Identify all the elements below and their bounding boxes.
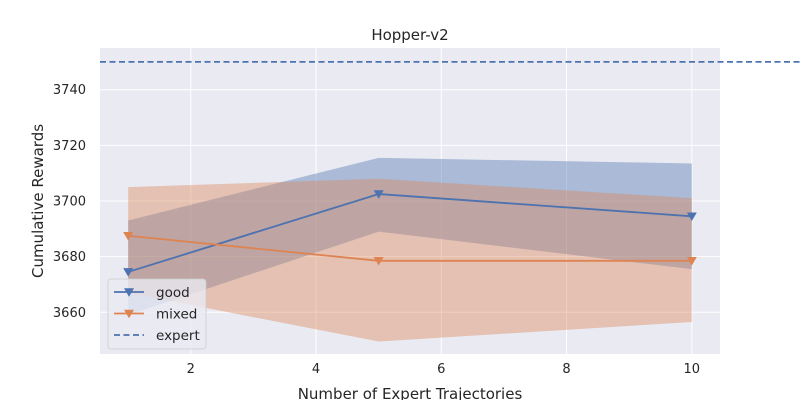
grid <box>100 48 720 354</box>
y-tick-label: 3680 <box>53 250 86 265</box>
x-tick-label: 2 <box>187 362 195 377</box>
series-lines <box>123 190 697 277</box>
x-axis-label: Number of Expert Trajectories <box>298 385 523 400</box>
x-tick-label: 10 <box>684 362 701 377</box>
y-tick-label: 3740 <box>53 83 86 98</box>
marker-mixed <box>123 232 134 241</box>
y-tick-label: 3720 <box>53 139 86 154</box>
x-tick-label: 6 <box>437 362 445 377</box>
y-tick-label: 3660 <box>53 306 86 321</box>
legend-marker-mixed <box>124 309 134 319</box>
legend-marker-good <box>124 288 134 297</box>
legend-box <box>107 278 207 350</box>
marker-good <box>373 190 384 199</box>
y-tick-label: 3700 <box>53 195 86 210</box>
x-tick-label: 4 <box>312 362 320 377</box>
marker-good <box>686 212 697 222</box>
legend-label-expert: expert <box>156 328 200 344</box>
y-axis-label: Cumulative Rewards <box>29 124 47 278</box>
legend: good mixed expert <box>107 278 207 350</box>
x-tick-label: 8 <box>562 362 570 377</box>
tick-labels: 2 4 6 8 10 3660 3680 3700 3720 3740 <box>53 83 700 377</box>
band-good <box>128 157 692 316</box>
marker-mixed <box>373 257 384 266</box>
marker-good <box>123 268 134 277</box>
legend-label-mixed: mixed <box>156 307 197 323</box>
legend-label-good: good <box>156 285 190 301</box>
marker-mixed <box>686 257 697 266</box>
chart-title: Hopper-v2 <box>371 26 448 44</box>
